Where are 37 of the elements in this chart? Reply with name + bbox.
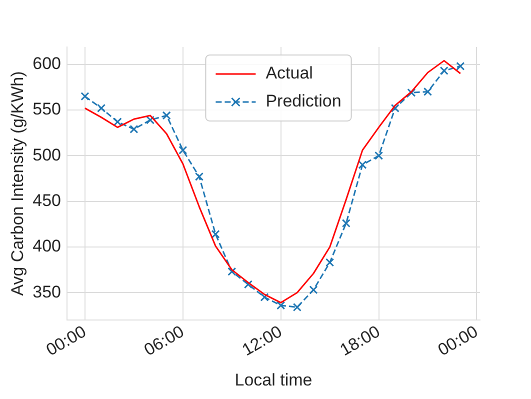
point: [390, 104, 400, 112]
point: [96, 104, 106, 112]
point: [309, 286, 318, 294]
y-tick-label: 600: [32, 54, 61, 74]
y-tick-label: 350: [32, 282, 61, 302]
point: [260, 292, 269, 302]
legend-label: Prediction: [266, 92, 342, 111]
x-axis-title: Local time: [234, 370, 312, 390]
x-tick-label: 00:00: [42, 322, 90, 360]
point: [178, 146, 188, 154]
point: [358, 160, 367, 170]
point: [194, 172, 204, 181]
point: [440, 66, 448, 76]
point: [276, 301, 286, 310]
point: [292, 302, 302, 312]
y-tick-label: 400: [32, 236, 61, 256]
y-tick-label: 500: [32, 145, 61, 164]
point: [162, 111, 171, 120]
point: [228, 267, 236, 276]
point: [456, 62, 465, 70]
y-tick-label: 550: [32, 100, 61, 119]
point: [423, 87, 432, 96]
point: [211, 230, 220, 238]
x-tick-label: 06:00: [140, 322, 188, 360]
point: [113, 118, 122, 126]
point: [326, 258, 334, 267]
point: [374, 151, 384, 160]
y-axis-title: Avg Carbon Intensity (g/KWh): [8, 71, 27, 296]
x-tick-label: 00:00: [434, 322, 482, 360]
point: [80, 92, 90, 101]
point: [342, 218, 350, 228]
point: [130, 124, 138, 134]
legend-label: Actual: [266, 64, 313, 83]
point: [146, 116, 155, 124]
point: [244, 280, 252, 289]
point: [407, 88, 416, 97]
y-tick-label: 450: [32, 190, 61, 210]
